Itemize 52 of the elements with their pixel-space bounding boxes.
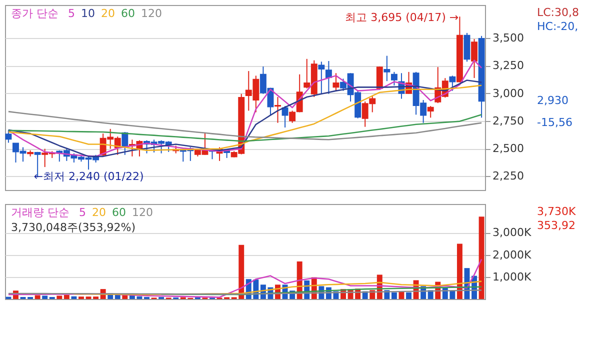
y-tick-label: 2,750: [492, 114, 524, 128]
candlestick: [449, 75, 456, 92]
text: 60: [121, 7, 135, 20]
bar: [64, 295, 70, 299]
y-tick-label: 3,500: [492, 32, 524, 45]
text: 3,730K: [537, 205, 576, 218]
bar: [391, 292, 397, 299]
legend-title: 종가 단순: [11, 7, 58, 20]
candlestick: [390, 71, 398, 86]
y-tick-label: 2,000K: [492, 248, 532, 262]
text: 120: [141, 7, 162, 20]
y-tick-label: 3,000K: [492, 226, 532, 240]
text: LC:30,8: [537, 6, 580, 19]
text: 10: [81, 7, 95, 20]
annotation: 3,730,048주(353,92%): [11, 221, 136, 234]
text: 353,92: [537, 219, 576, 232]
text: 2,930: [537, 94, 568, 107]
bar: [34, 295, 40, 299]
candlestick: [384, 55, 390, 82]
y-tick-label: 3,250: [492, 59, 524, 72]
line-series: [160, 286, 482, 296]
bar: [456, 244, 462, 299]
text: 20: [92, 206, 106, 219]
annotation: 최고 3,695 (04/17) →: [345, 11, 459, 24]
bar: [56, 296, 62, 299]
legend-title: 거래량 단순: [11, 206, 70, 219]
text: 5: [68, 7, 75, 20]
line-series: [8, 258, 482, 298]
candlestick: [318, 61, 325, 94]
candlestick: [471, 38, 478, 79]
y-tick-label: 2,500: [492, 142, 524, 156]
text: HC:-20,: [537, 20, 578, 33]
text: 20: [101, 7, 115, 20]
y-tick-label: 1,000K: [492, 270, 532, 284]
annotation: ←최저 2,240 (01/22): [34, 170, 144, 183]
candlestick: [427, 106, 434, 118]
candlestick: [274, 96, 281, 124]
y-tick-label: 2,250: [492, 170, 524, 183]
bar: [406, 292, 412, 299]
bar: [478, 216, 484, 299]
candlestick: [464, 32, 470, 62]
candlestick: [332, 72, 340, 92]
bar: [71, 296, 77, 299]
candlestick: [5, 129, 12, 144]
text: 60: [112, 206, 126, 219]
candlestick: [282, 106, 288, 128]
text: -15,56: [537, 116, 572, 129]
bar: [42, 296, 48, 299]
text: 120: [132, 206, 153, 219]
text: 5: [79, 206, 86, 219]
y-tick-label: 3,000: [492, 86, 524, 100]
candlestick: [325, 60, 332, 94]
